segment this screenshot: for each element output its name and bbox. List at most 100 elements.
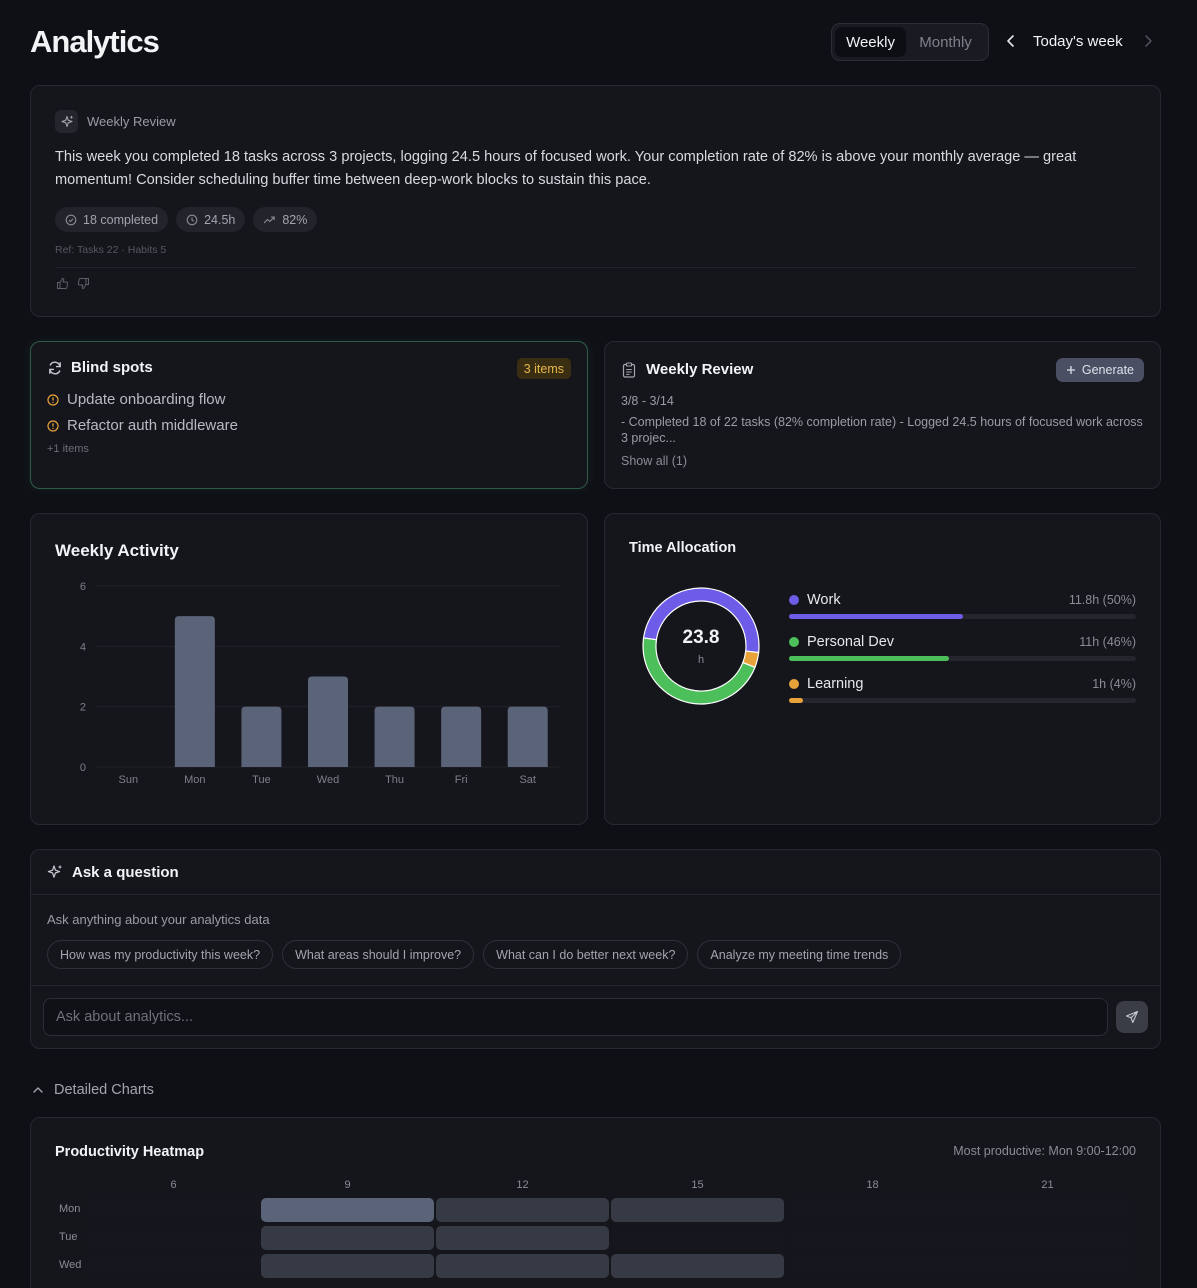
weekly-activity-title: Weekly Activity xyxy=(55,541,179,560)
ref-text: Ref: Tasks 22 · Habits 5 xyxy=(55,244,167,256)
heatmap-title: Productivity Heatmap xyxy=(55,1144,205,1160)
allocation-item: Personal Dev 11h (46%) xyxy=(789,633,1136,661)
heatmap-cell xyxy=(436,1254,609,1278)
legend-dot xyxy=(789,637,799,647)
rate-chip: 82% xyxy=(253,207,318,232)
tab-weekly[interactable]: Weekly xyxy=(835,27,907,57)
total-unit: h xyxy=(697,654,705,666)
review-date-range: 3/8 - 3/14 xyxy=(621,394,674,408)
page-title: Analytics xyxy=(30,24,160,59)
plus-icon xyxy=(1066,365,1076,375)
heatmap-x-tick: 9 xyxy=(344,1179,351,1191)
progress-fill xyxy=(789,656,949,661)
legend-dot xyxy=(789,595,799,605)
ask-input[interactable] xyxy=(43,998,1108,1036)
suggestion-chip[interactable]: Analyze my meeting time trends xyxy=(697,940,902,969)
sparkles-icon xyxy=(55,110,78,133)
x-tick-label: Fri xyxy=(455,774,468,786)
heatmap-x-tick: 12 xyxy=(516,1179,529,1191)
heatmap-x-tick: 6 xyxy=(170,1179,177,1191)
blind-spots-count-badge: 3 items xyxy=(516,358,571,379)
heatmap-cell xyxy=(261,1226,434,1250)
review-summary: - Completed 18 of 22 tasks (82% completi… xyxy=(621,415,1143,445)
divider xyxy=(55,267,1136,268)
heatmap-cell xyxy=(786,1254,959,1278)
heatmap-x-tick: 21 xyxy=(1041,1179,1054,1191)
detailed-charts-toggle[interactable]: Detailed Charts xyxy=(32,1082,154,1098)
ask-question-card: Ask a question Ask anything about your a… xyxy=(30,849,1161,1049)
chip-label: 82% xyxy=(282,212,308,227)
weekly-activity-chart: 0 2 4 6 Sun Mon Tue Wed Thu Fri Sat xyxy=(80,581,561,786)
bar-fri xyxy=(441,706,482,767)
suggestion-chip[interactable]: What areas should I improve? xyxy=(282,940,475,969)
suggestion-chip[interactable]: How was my productivity this week? xyxy=(47,940,274,969)
heatmap-cell xyxy=(786,1198,959,1222)
chip-label: 18 completed xyxy=(83,212,159,227)
blind-spot-item[interactable]: Refactor auth middleware xyxy=(47,417,238,434)
clock-icon xyxy=(186,214,198,226)
bar-mon xyxy=(174,616,215,767)
chevron-up-icon xyxy=(32,1084,44,1096)
chevron-left-icon[interactable] xyxy=(1003,33,1019,49)
weekly-review-card: Weekly Review Generate 3/8 - 3/14 - Comp… xyxy=(604,341,1161,489)
ai-review-text: This week you completed 18 tasks across … xyxy=(55,149,1077,188)
y-tick-label: 0 xyxy=(80,762,86,774)
ask-subtitle: Ask anything about your analytics data xyxy=(47,912,270,927)
heatmap-cell xyxy=(611,1198,784,1222)
completed-chip: 18 completed xyxy=(55,207,169,232)
suggestion-chip[interactable]: What can I do better next week? xyxy=(483,940,689,969)
bar-wed xyxy=(308,676,348,767)
total-hours: 23.8 xyxy=(682,627,720,648)
send-icon xyxy=(1125,1010,1139,1024)
heatmap-cell xyxy=(961,1254,1134,1278)
progress-fill xyxy=(789,614,963,619)
tab-monthly[interactable]: Monthly xyxy=(919,33,972,51)
x-tick-label: Tue xyxy=(252,774,271,786)
allocation-name: Learning xyxy=(807,676,864,692)
allocation-item: Work 11.8h (50%) xyxy=(789,591,1136,619)
detailed-charts-label: Detailed Charts xyxy=(54,1082,154,1098)
y-tick-label: 2 xyxy=(80,702,86,714)
bar-sat xyxy=(507,706,548,767)
clipboard-icon xyxy=(622,361,636,378)
hours-chip: 24.5h xyxy=(176,207,246,232)
more-items[interactable]: +1 items xyxy=(47,443,89,455)
period-toggle: Weekly Monthly xyxy=(831,23,989,61)
heatmap-cell xyxy=(87,1254,260,1278)
heatmap-cell xyxy=(87,1198,260,1222)
blind-spot-item[interactable]: Update onboarding flow xyxy=(47,391,225,408)
heatmap-cell xyxy=(961,1226,1134,1250)
legend-dot xyxy=(789,679,799,689)
ai-review-label: Weekly Review xyxy=(87,114,176,129)
progress-track xyxy=(789,614,1136,619)
heatmap-cell xyxy=(261,1254,434,1278)
y-tick-label: 4 xyxy=(80,641,86,653)
thumbs-up-icon[interactable] xyxy=(56,277,69,290)
ask-title: Ask a question xyxy=(72,863,179,881)
show-all-link[interactable]: Show all (1) xyxy=(621,454,687,468)
heatmap-cell xyxy=(786,1226,959,1250)
generate-label: Generate xyxy=(1081,363,1134,377)
heatmap-cell xyxy=(961,1198,1134,1222)
time-allocation-card: Time Allocation 23.8 h Work 11.8h (50%) … xyxy=(604,513,1161,825)
x-tick-label: Mon xyxy=(184,774,205,786)
x-tick-label: Wed xyxy=(317,774,339,786)
heatmap-note: Most productive: Mon 9:00-12:00 xyxy=(953,1144,1136,1158)
allocation-item: Learning 1h (4%) xyxy=(789,675,1136,703)
thumbs-down-icon[interactable] xyxy=(77,277,90,290)
heatmap-cell xyxy=(261,1198,434,1222)
heatmap-cell xyxy=(436,1226,609,1250)
send-button[interactable] xyxy=(1116,1001,1148,1033)
weekly-activity-card: Weekly Activity 0 2 4 6 Sun Mon Tue Wed Thu Fri Sa… xyxy=(30,513,588,825)
weekly-review-title: Weekly Review xyxy=(646,361,754,378)
generate-button[interactable]: Generate xyxy=(1055,358,1144,382)
divider xyxy=(31,985,1160,986)
allocation-value: 11.8h (50%) xyxy=(1068,593,1136,607)
x-tick-label: Thu xyxy=(385,774,404,786)
time-allocation-title: Time Allocation xyxy=(629,540,737,556)
x-tick-label: Sat xyxy=(519,774,536,786)
alert-circle-icon xyxy=(47,419,59,432)
chip-label: 24.5h xyxy=(204,212,236,227)
blind-spot-label: Refactor auth middleware xyxy=(67,417,238,434)
chevron-right-icon[interactable] xyxy=(1141,33,1155,49)
